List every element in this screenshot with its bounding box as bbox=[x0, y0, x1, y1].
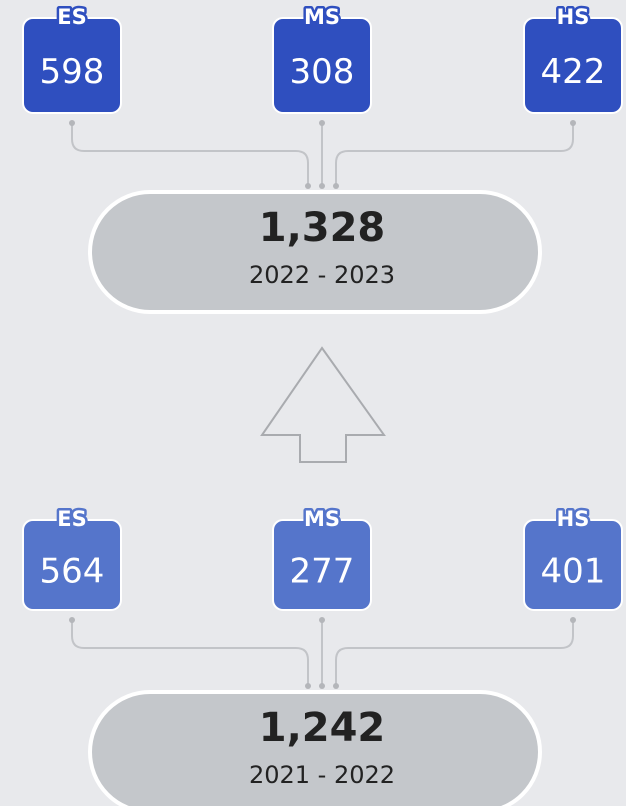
school-box bbox=[22, 17, 122, 114]
school-label: HS bbox=[557, 507, 590, 531]
school-label: ES bbox=[57, 507, 86, 531]
school-box bbox=[523, 17, 623, 114]
school-value: 277 bbox=[290, 552, 355, 592]
school-value: 308 bbox=[290, 52, 355, 92]
connector-dot bbox=[333, 183, 339, 189]
connector bbox=[335, 123, 574, 186]
connector-dot bbox=[69, 120, 75, 126]
school-value: 564 bbox=[40, 552, 105, 592]
total-value: 1,328 bbox=[259, 205, 386, 251]
connector-dot bbox=[319, 683, 325, 689]
school-box bbox=[22, 519, 122, 611]
school-label: MS bbox=[304, 5, 340, 29]
connector-dot bbox=[333, 683, 339, 689]
connector-dot bbox=[305, 183, 311, 189]
connector-dot bbox=[305, 683, 311, 689]
school-value: 598 bbox=[40, 52, 105, 92]
connector bbox=[335, 620, 574, 686]
up-arrow bbox=[260, 346, 386, 463]
connector-dot bbox=[319, 617, 325, 623]
total-pill bbox=[88, 690, 542, 806]
school-value: 401 bbox=[541, 552, 606, 592]
year-range: 2021 - 2022 bbox=[249, 761, 395, 789]
school-label: ES bbox=[57, 5, 86, 29]
connector bbox=[71, 123, 309, 186]
connector-dot bbox=[570, 617, 576, 623]
connector-dot bbox=[319, 120, 325, 126]
school-box bbox=[272, 519, 372, 611]
school-box bbox=[523, 519, 623, 611]
connector bbox=[71, 620, 309, 686]
connector-dot bbox=[69, 617, 75, 623]
school-box bbox=[272, 17, 372, 114]
connector-dot bbox=[570, 120, 576, 126]
school-label: MS bbox=[304, 507, 340, 531]
school-value: 422 bbox=[541, 52, 606, 92]
total-pill bbox=[88, 190, 542, 314]
connector-dot bbox=[319, 183, 325, 189]
year-range: 2022 - 2023 bbox=[249, 261, 395, 289]
total-value: 1,242 bbox=[259, 705, 386, 751]
school-label: HS bbox=[557, 5, 590, 29]
